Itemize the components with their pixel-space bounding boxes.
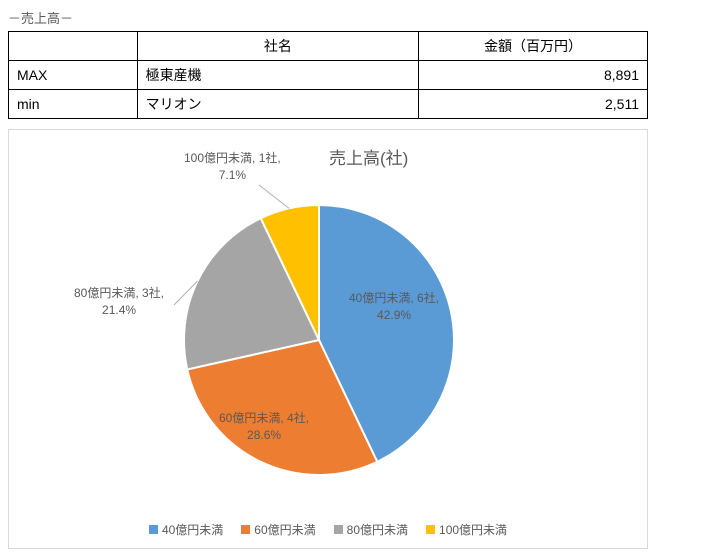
section-title: －売上高－	[8, 8, 702, 27]
slice-label-0: 40億円未満, 6社, 42.9%	[349, 290, 439, 324]
table-header-blank	[9, 32, 138, 61]
legend-item: 40億円未満	[149, 521, 223, 538]
pie-chart-card: 売上高(社) 40億円未満, 6社, 42.9% 60億円未満, 4社, 28.…	[8, 129, 648, 549]
legend-text: 80億円未満	[347, 521, 408, 538]
row-label: MAX	[9, 61, 138, 90]
row-label: min	[9, 90, 138, 119]
row-amount: 2,511	[419, 90, 648, 119]
table-header-name: 社名	[137, 32, 418, 61]
legend-swatch	[426, 525, 435, 534]
slice-label-1: 60億円未満, 4社, 28.6%	[219, 410, 309, 444]
pie-chart-svg	[9, 130, 649, 550]
slice-label-2: 80億円未満, 3社, 21.4%	[74, 285, 164, 319]
revenue-table: 社名 金額（百万円） MAX 極東産機 8,891 min マリオン 2,511	[8, 31, 648, 119]
legend-text: 60億円未満	[254, 521, 315, 538]
row-amount: 8,891	[419, 61, 648, 90]
row-name: マリオン	[137, 90, 418, 119]
row-name: 極東産機	[137, 61, 418, 90]
chart-legend: 40億円未満 60億円未満 80億円未満 100億円未満	[9, 521, 647, 538]
table-row: MAX 極東産機 8,891	[9, 61, 648, 90]
legend-swatch	[241, 525, 250, 534]
legend-text: 40億円未満	[162, 521, 223, 538]
table-header-amount: 金額（百万円）	[419, 32, 648, 61]
legend-text: 100億円未満	[439, 521, 507, 538]
legend-item: 100億円未満	[426, 521, 507, 538]
slice-label-3: 100億円未満, 1社, 7.1%	[184, 150, 281, 184]
legend-item: 80億円未満	[334, 521, 408, 538]
legend-swatch	[334, 525, 343, 534]
legend-swatch	[149, 525, 158, 534]
table-row: min マリオン 2,511	[9, 90, 648, 119]
legend-item: 60億円未満	[241, 521, 315, 538]
